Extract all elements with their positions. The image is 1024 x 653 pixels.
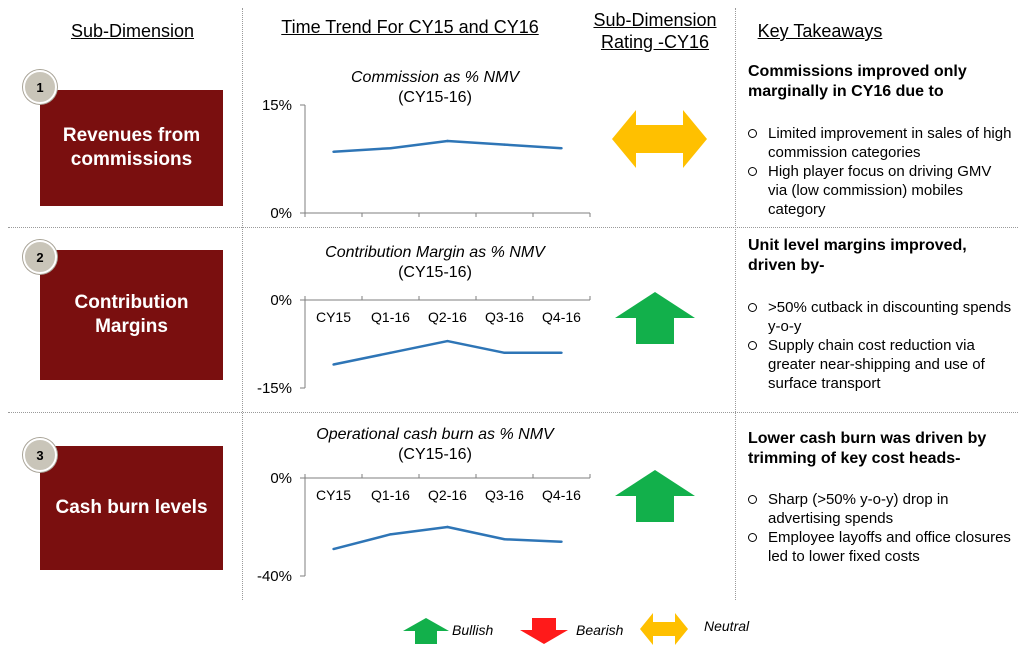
y-tick-label: 0% [270, 292, 292, 309]
header-rating: Sub-Dimension Rating -CY16 [575, 9, 735, 53]
row-divider [8, 227, 1018, 228]
x-tick-label: Q1-16 [371, 309, 410, 325]
x-tick-label: CY15 [316, 222, 351, 225]
data-point [560, 351, 563, 354]
takeaway-heading: Commissions improved only marginally in … [748, 63, 967, 100]
chart-subtitle: (CY15-16) [398, 89, 472, 106]
chart-title: Contribution Margin as % NMV (CY15-16) [250, 243, 620, 283]
legend-bullish-label: Bullish [452, 622, 494, 638]
data-point [560, 540, 563, 543]
takeaway-list: Sharp (>50% y-o-y) drop in advertising s… [746, 490, 1014, 566]
header-rating-line1: Sub-Dimension [593, 10, 717, 30]
data-point [503, 351, 506, 354]
x-tick-label: Q1-16 [371, 487, 410, 503]
y-tick-label: 15% [262, 97, 292, 114]
y-tick-label: 0% [270, 205, 292, 222]
chart-subtitle: (CY15-16) [398, 264, 472, 281]
takeaway-list: >50% cutback in discounting spends y-o-y… [746, 298, 1014, 393]
chart-title-text: Commission as % NMV [350, 69, 520, 86]
dimension-box: Revenues from commissions [40, 90, 223, 206]
data-point [332, 547, 335, 551]
data-point [389, 533, 392, 536]
row-number-badge: 3 [23, 438, 57, 472]
takeaway-bullet: High player focus on driving GMV via (lo… [746, 162, 1014, 219]
legend-neutral-icon [640, 613, 688, 645]
legend-bullish-icon [403, 618, 449, 644]
data-point [332, 363, 335, 366]
chart-contribution-margin: 0% -15% CY15 Q1-16 Q2-16 Q3-16 Q4-16 [257, 292, 591, 397]
takeaway-bullet: Employee layoffs and office closures led… [746, 528, 1014, 566]
x-tick-label: Q2-16 [428, 487, 467, 503]
data-point [446, 339, 449, 343]
series-line [333, 139, 562, 154]
chart-title-text: Contribution Margin as % NMV [325, 244, 545, 261]
x-tick-label: Q3-16 [485, 309, 524, 325]
row-number-badge: 2 [23, 240, 57, 274]
row-divider [8, 412, 1018, 413]
x-tick-label: Q3-16 [485, 487, 524, 503]
data-point [389, 351, 392, 354]
column-divider [735, 8, 736, 600]
series-line [333, 339, 562, 366]
x-tick-label: Q4-16 [542, 309, 581, 325]
takeaway-list: Limited improvement in sales of high com… [746, 124, 1014, 219]
data-point [446, 139, 449, 143]
series-line [333, 525, 562, 551]
x-tick-label: Q2-16 [428, 309, 467, 325]
data-point [560, 147, 563, 150]
chart-title: Commission as % NMV (CY15-16) [250, 68, 620, 108]
x-tick-label: Q3-16 [485, 222, 524, 225]
data-point [503, 143, 506, 146]
column-divider [242, 8, 243, 600]
header-sub-dimension: Sub-Dimension [70, 21, 195, 41]
y-tick-label: -40% [257, 568, 292, 585]
data-point [389, 147, 392, 150]
data-point [503, 538, 506, 541]
data-point [332, 150, 335, 153]
chart-cash-burn: 0% -40% CY15 Q1-16 Q2-16 Q3-16 Q4-16 [257, 470, 591, 585]
legend-bearish-icon [520, 618, 568, 644]
takeaway-heading: Unit level margins improved, driven by- [748, 237, 967, 274]
x-tick-label: Q1-16 [371, 222, 410, 225]
header-key-takeaways: Key Takeaways [757, 21, 883, 41]
legend-bearish-label: Bearish [576, 622, 624, 638]
bullish-arrow-icon [615, 292, 695, 344]
bullish-arrow-icon [615, 470, 695, 522]
takeaway-bullet: Supply chain cost reduction via greater … [746, 336, 1014, 393]
legend-neutral-label: Neutral [704, 618, 750, 634]
x-tick-label: Q2-16 [428, 222, 467, 225]
y-tick-label: 0% [270, 470, 292, 487]
header-time-trend: Time Trend For CY15 and CY16 [281, 17, 539, 37]
chart-title: Operational cash burn as % NMV (CY15-16) [250, 425, 620, 465]
takeaway-bullet: Sharp (>50% y-o-y) drop in advertising s… [746, 490, 1014, 528]
neutral-arrow-icon [612, 110, 707, 168]
x-tick-label: CY15 [316, 309, 351, 325]
data-point [446, 525, 449, 529]
x-tick-label: Q4-16 [542, 487, 581, 503]
chart-subtitle: (CY15-16) [398, 446, 472, 463]
row-number-badge: 1 [23, 70, 57, 104]
takeaway-bullet: Limited improvement in sales of high com… [746, 124, 1014, 162]
y-tick-label: -15% [257, 380, 292, 397]
takeaway-heading: Lower cash burn was driven by trimming o… [748, 430, 987, 467]
dimension-box: Contribution Margins [40, 250, 223, 380]
header-rating-line2: Rating -CY16 [600, 32, 710, 52]
chart-title-text: Operational cash burn as % NMV [316, 426, 554, 443]
takeaway-bullet: >50% cutback in discounting spends y-o-y [746, 298, 1014, 336]
x-tick-label: Q4-16 [542, 222, 581, 225]
dimension-box: Cash burn levels [40, 446, 223, 570]
x-tick-label: CY15 [316, 487, 351, 503]
chart-commission: 15% 0% CY15 Q1-16 Q2-16 Q3-16 Q4-16 [262, 97, 591, 225]
